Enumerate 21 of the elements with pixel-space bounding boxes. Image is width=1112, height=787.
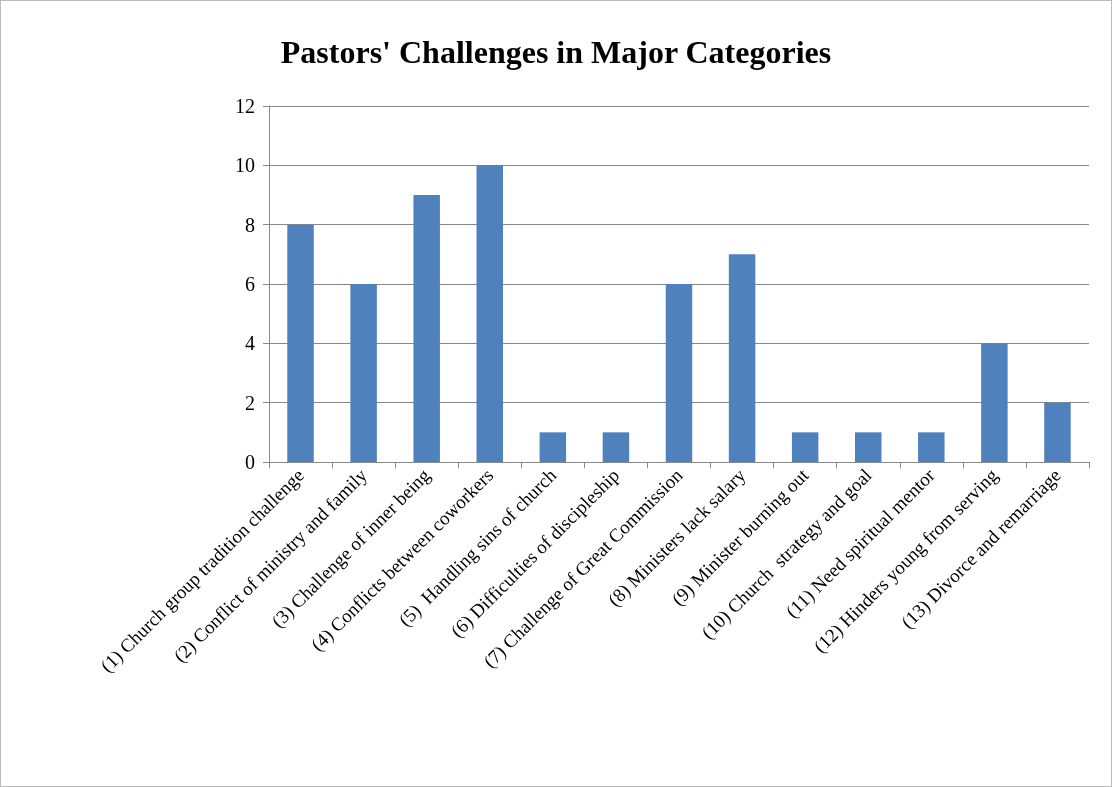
bar <box>791 432 819 462</box>
bar <box>413 195 440 462</box>
chart-title: Pastors' Challenges in Major Categories <box>280 34 832 70</box>
bar <box>476 165 504 462</box>
bar <box>350 284 377 462</box>
bar <box>918 432 945 462</box>
bar <box>981 343 1008 462</box>
y-tick-label: 2 <box>245 391 255 414</box>
bar <box>854 432 882 462</box>
bar <box>539 432 567 462</box>
y-tick-label: 12 <box>235 95 255 117</box>
bar <box>665 284 693 462</box>
y-tick-label: 4 <box>245 332 255 355</box>
y-tick-label: 6 <box>245 273 255 295</box>
bar <box>1044 402 1071 462</box>
bar <box>728 254 756 462</box>
y-tick-label: 10 <box>235 154 255 177</box>
y-tick-label: 0 <box>245 451 255 473</box>
y-tick-label: 8 <box>245 213 255 236</box>
bar <box>602 432 630 462</box>
bar <box>287 224 314 462</box>
